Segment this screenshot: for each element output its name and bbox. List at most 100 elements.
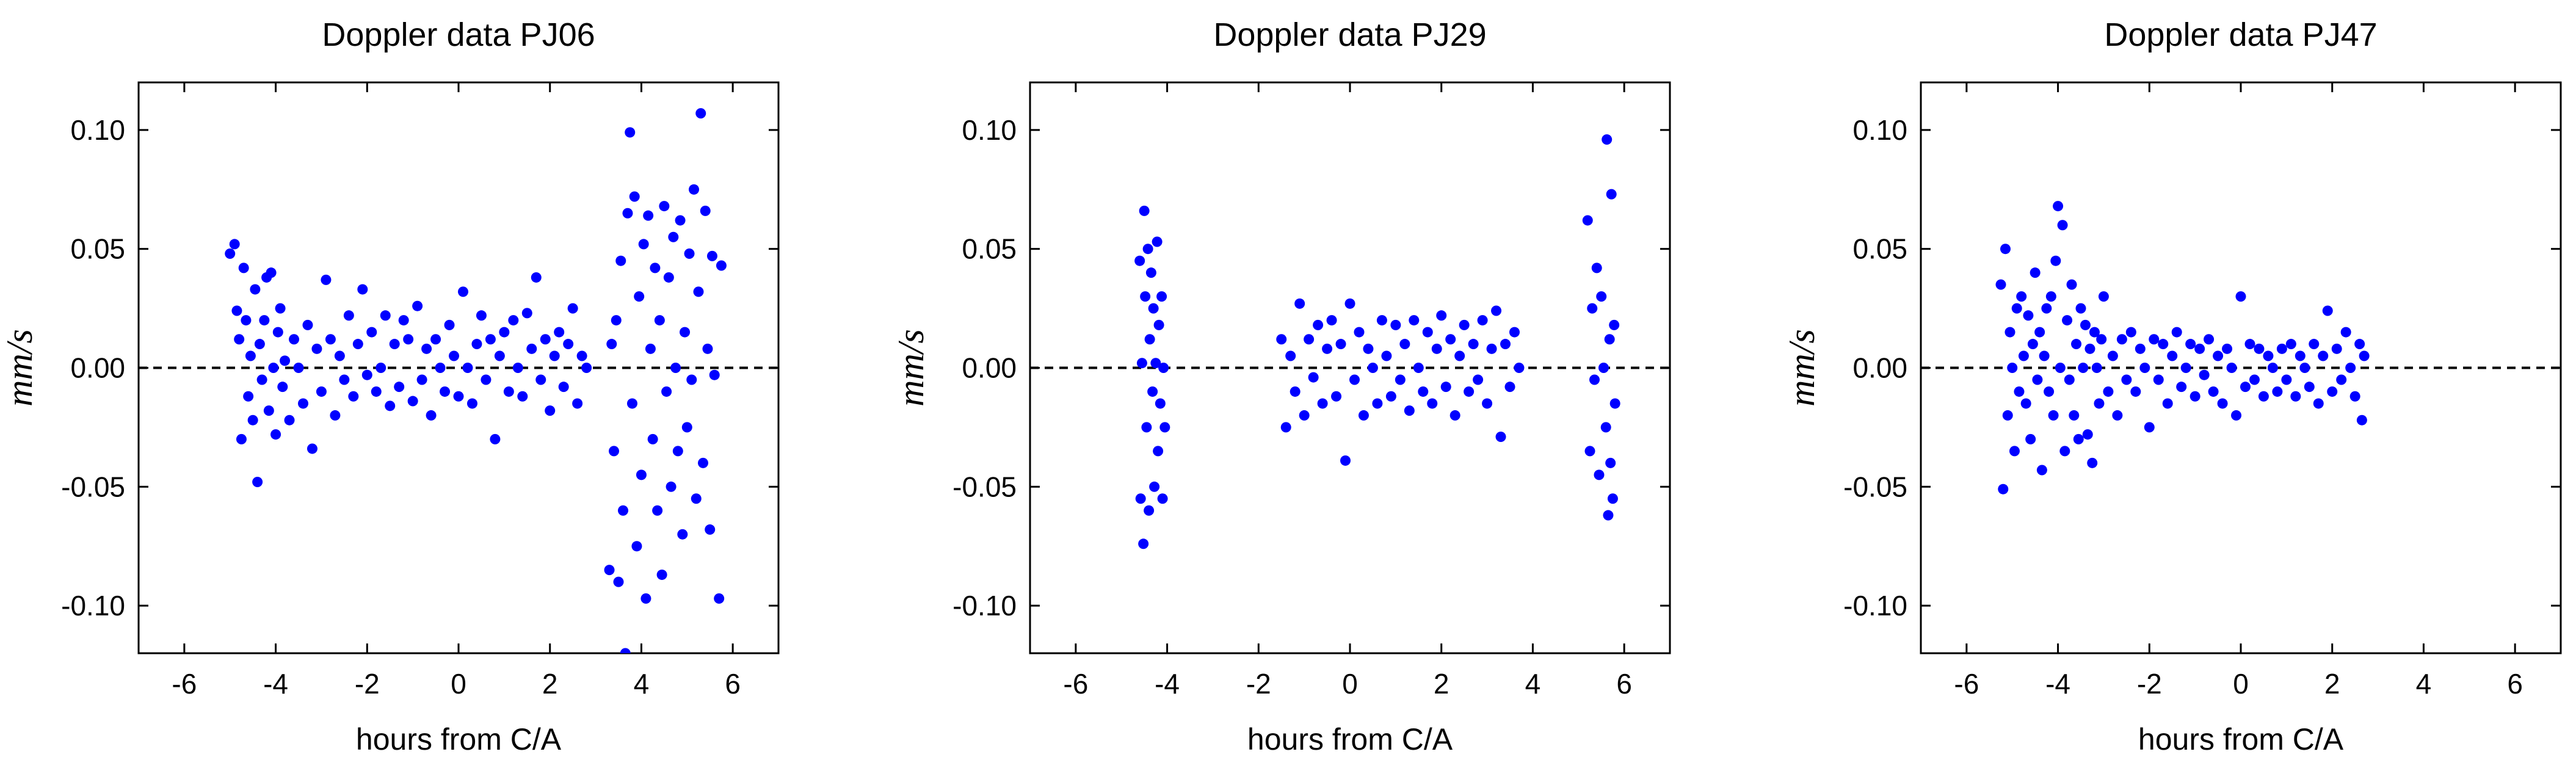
data-point xyxy=(1587,303,1598,314)
data-point xyxy=(654,315,665,326)
data-point xyxy=(1136,358,1147,369)
data-point xyxy=(2309,339,2320,350)
data-point xyxy=(535,374,546,385)
data-point xyxy=(2254,343,2265,354)
data-point xyxy=(2258,391,2269,402)
data-point xyxy=(254,339,265,350)
data-point xyxy=(2050,255,2061,266)
x-tick-label: 4 xyxy=(634,668,650,700)
data-point xyxy=(680,327,691,338)
data-point xyxy=(1589,374,1600,385)
data-point xyxy=(247,415,258,426)
data-point xyxy=(325,334,336,345)
data-point xyxy=(636,469,647,480)
data-point xyxy=(1603,510,1614,521)
data-point xyxy=(622,208,633,219)
data-point xyxy=(714,593,725,604)
y-axis-label: mm/s xyxy=(1782,329,1822,407)
data-point xyxy=(394,382,405,393)
data-point xyxy=(297,398,308,409)
x-tick-label: 2 xyxy=(1434,668,1449,700)
data-point xyxy=(1313,319,1324,330)
data-point xyxy=(1157,493,1168,504)
data-point xyxy=(416,374,427,385)
data-point xyxy=(2171,327,2182,338)
data-point xyxy=(1449,410,1460,421)
data-point xyxy=(1584,446,1595,457)
data-point xyxy=(1609,398,1620,409)
data-point xyxy=(2322,305,2333,316)
data-point xyxy=(1602,134,1613,145)
data-point xyxy=(1304,334,1315,345)
data-point xyxy=(681,422,692,433)
data-point xyxy=(1445,334,1456,345)
data-point xyxy=(1148,303,1159,314)
data-point xyxy=(1372,398,1383,409)
data-point xyxy=(1609,319,1620,330)
data-point xyxy=(1491,305,1502,316)
data-point xyxy=(2020,398,2031,409)
data-point xyxy=(2098,291,2109,302)
data-point xyxy=(613,576,624,587)
x-tick-label: -6 xyxy=(172,668,197,700)
x-tick-label: 6 xyxy=(1616,668,1632,700)
data-point xyxy=(2327,386,2338,397)
data-point xyxy=(604,565,615,576)
data-point xyxy=(1159,422,1170,433)
data-point xyxy=(1582,215,1593,226)
data-point xyxy=(611,315,622,326)
data-point xyxy=(2135,343,2146,354)
data-point xyxy=(2272,386,2283,397)
data-point xyxy=(2027,339,2038,350)
data-point xyxy=(2263,350,2274,361)
data-point xyxy=(2000,244,2011,255)
data-point xyxy=(1500,339,1511,350)
data-point xyxy=(1138,538,1149,549)
data-point xyxy=(259,315,270,326)
data-point xyxy=(2231,410,2242,421)
data-point xyxy=(311,343,322,354)
data-point xyxy=(307,443,317,454)
y-tick-label: 0.05 xyxy=(962,233,1017,265)
data-point xyxy=(581,363,592,373)
data-point xyxy=(1326,315,1337,326)
data-point xyxy=(2112,410,2123,421)
data-point xyxy=(2005,327,2015,338)
data-point xyxy=(1454,350,1465,361)
data-point xyxy=(1331,391,1342,402)
chart-title: Doppler data PJ06 xyxy=(322,16,595,53)
data-point xyxy=(499,327,510,338)
data-point xyxy=(256,374,267,385)
data-point xyxy=(540,334,551,345)
data-point xyxy=(1431,343,1442,354)
y-axis-label: mm/s xyxy=(0,329,40,407)
data-point xyxy=(2103,386,2114,397)
data-point xyxy=(293,363,304,373)
data-point xyxy=(471,339,482,350)
data-point xyxy=(691,493,702,504)
data-point xyxy=(702,343,713,354)
y-tick-label: -0.10 xyxy=(1843,590,1907,621)
data-point xyxy=(1317,398,1328,409)
y-tick-label: 0.00 xyxy=(1852,352,1907,384)
data-point xyxy=(2199,369,2210,380)
data-point xyxy=(2217,398,2228,409)
data-point xyxy=(2349,391,2360,402)
data-point xyxy=(2032,374,2043,385)
data-point xyxy=(2025,433,2036,444)
data-point xyxy=(2044,386,2055,397)
data-point xyxy=(284,415,295,426)
data-point xyxy=(629,191,640,202)
data-point xyxy=(1367,363,1378,373)
data-point xyxy=(2087,457,2098,468)
data-point xyxy=(1152,236,1163,247)
data-point xyxy=(2045,291,2056,302)
data-point xyxy=(403,334,414,345)
data-point xyxy=(2356,415,2367,426)
x-tick-label: -2 xyxy=(1246,668,1271,700)
data-point xyxy=(1464,386,1475,397)
data-point xyxy=(1427,398,1438,409)
data-point xyxy=(1135,493,1146,504)
data-point xyxy=(1606,189,1617,200)
y-tick-label: 0.10 xyxy=(962,114,1017,146)
